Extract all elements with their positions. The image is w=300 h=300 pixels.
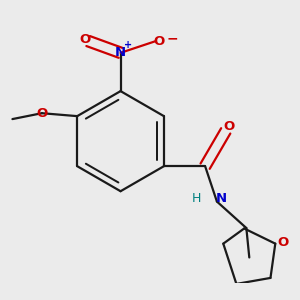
Text: +: + <box>124 40 132 50</box>
Text: O: O <box>36 107 47 120</box>
Text: N: N <box>216 192 227 205</box>
Text: O: O <box>153 34 164 48</box>
Text: −: − <box>166 32 178 46</box>
Text: O: O <box>277 236 288 249</box>
Text: H: H <box>192 192 201 205</box>
Text: O: O <box>223 120 234 133</box>
Text: O: O <box>80 33 91 46</box>
Text: N: N <box>115 46 126 59</box>
